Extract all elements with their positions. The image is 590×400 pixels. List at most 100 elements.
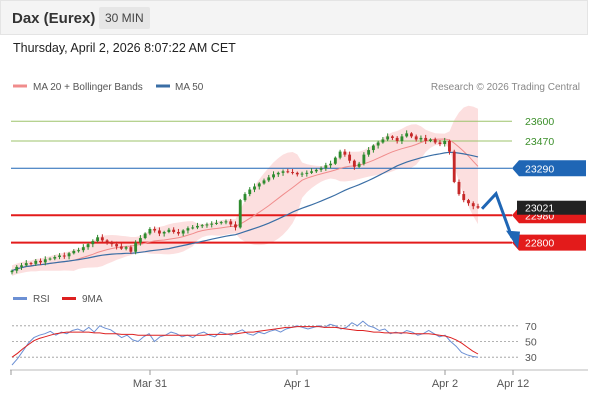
candle-body bbox=[438, 142, 442, 144]
candle-body bbox=[148, 228, 152, 234]
candle-body bbox=[162, 232, 166, 234]
candle-body bbox=[471, 203, 475, 207]
x-tick-label: Apr 1 bbox=[284, 378, 310, 390]
candle-body bbox=[338, 151, 342, 158]
candle-body bbox=[352, 160, 356, 167]
candle-body bbox=[143, 233, 147, 239]
candle-body bbox=[100, 237, 104, 241]
candle-body bbox=[319, 168, 323, 170]
candle-body bbox=[462, 194, 466, 201]
datetime-label: Thursday, April 2, 2026 8:07:22 AM CET bbox=[13, 41, 236, 55]
level-badge-22800 bbox=[512, 234, 586, 251]
candle-body bbox=[262, 180, 266, 184]
candle-body bbox=[395, 137, 399, 141]
bollinger-band bbox=[12, 105, 478, 276]
candle-body bbox=[367, 150, 371, 155]
candle-body bbox=[286, 171, 290, 173]
candle-body bbox=[77, 250, 80, 252]
chart-header: Dax (Eurex) 30 MIN bbox=[0, 0, 588, 35]
candle-body bbox=[443, 140, 447, 144]
candle-body bbox=[115, 244, 119, 247]
candle-body bbox=[253, 186, 256, 190]
x-tick-label: Apr 2 bbox=[432, 378, 458, 390]
candle-body bbox=[24, 263, 28, 266]
candle-body bbox=[58, 255, 61, 258]
candle-body bbox=[238, 200, 242, 228]
rsi-tick-30: 30 bbox=[525, 352, 537, 364]
candle-body bbox=[272, 174, 275, 178]
level-label-23470: 23470 bbox=[525, 136, 554, 148]
candle-body bbox=[43, 259, 47, 263]
candle-body bbox=[48, 258, 52, 260]
candle-body bbox=[138, 238, 142, 243]
candle-body bbox=[357, 163, 361, 167]
rsi-tick-50: 50 bbox=[525, 337, 537, 349]
candle-body bbox=[362, 154, 366, 164]
candle-body bbox=[305, 172, 309, 174]
legend-swatch-ma50 bbox=[156, 84, 170, 88]
candle-body bbox=[96, 237, 100, 242]
candle-body bbox=[314, 169, 318, 172]
candle-body bbox=[10, 270, 14, 273]
candle-body bbox=[343, 151, 347, 155]
candle-body bbox=[300, 173, 304, 175]
candle-body bbox=[276, 172, 280, 175]
candle-body bbox=[124, 247, 128, 249]
ma20-line bbox=[11, 138, 479, 272]
candle-body bbox=[381, 139, 385, 143]
candle-body bbox=[229, 221, 233, 225]
legend-label-rsi: RSI bbox=[33, 294, 50, 305]
candle-body bbox=[119, 246, 123, 249]
candle-body bbox=[15, 266, 19, 271]
candle-body bbox=[419, 137, 423, 140]
candle-body bbox=[86, 244, 90, 248]
candle-body bbox=[91, 241, 95, 245]
candle-body bbox=[324, 165, 328, 169]
candle-body bbox=[371, 145, 375, 151]
level-label-23600: 23600 bbox=[525, 116, 554, 128]
candle-body bbox=[310, 171, 313, 173]
candle-body bbox=[376, 142, 380, 146]
rsi-ma-line bbox=[11, 326, 479, 358]
candle-body bbox=[457, 181, 461, 195]
candle-body bbox=[34, 260, 38, 264]
candle-body bbox=[20, 265, 23, 267]
candle-body bbox=[476, 206, 480, 208]
candle-body bbox=[215, 222, 218, 224]
candle-body bbox=[153, 228, 157, 231]
candle-body bbox=[390, 136, 394, 138]
candle-body bbox=[267, 177, 271, 181]
candle-body bbox=[29, 263, 33, 265]
candle-body bbox=[205, 224, 209, 226]
credit-label: Research © 2026 Trading Central bbox=[431, 82, 580, 93]
candle-body bbox=[248, 189, 252, 195]
last-price-label: 23021 bbox=[525, 203, 554, 215]
candle-body bbox=[281, 171, 285, 173]
forecast-arrowhead bbox=[506, 230, 520, 249]
legend-swatch-ma20 bbox=[13, 84, 27, 88]
last-price-badge bbox=[517, 200, 586, 215]
candle-body bbox=[219, 222, 223, 224]
legend-swatch-9ma bbox=[62, 297, 76, 300]
candle-body bbox=[53, 257, 57, 259]
candle-body bbox=[196, 225, 199, 228]
legend-label-ma20: MA 20 + Bollinger Bands bbox=[33, 82, 143, 93]
candle-body bbox=[424, 137, 428, 141]
legend-label-ma50: MA 50 bbox=[175, 82, 204, 93]
timeframe-badge[interactable]: 30 MIN bbox=[99, 7, 150, 29]
legend-swatch-rsi bbox=[13, 297, 27, 300]
candle-body bbox=[129, 247, 133, 252]
candle-body bbox=[448, 140, 451, 152]
level-label-23290: 23290 bbox=[525, 163, 554, 175]
candle-body bbox=[467, 200, 470, 204]
candle-body bbox=[39, 260, 42, 263]
candle-body bbox=[234, 224, 237, 228]
candle-body bbox=[81, 247, 85, 251]
candle-body bbox=[186, 228, 190, 231]
candle-body bbox=[167, 229, 171, 232]
candle-body bbox=[134, 242, 138, 252]
x-tick-label: Mar 31 bbox=[133, 378, 167, 390]
forecast-arrow bbox=[480, 190, 514, 239]
candle-body bbox=[429, 139, 432, 141]
